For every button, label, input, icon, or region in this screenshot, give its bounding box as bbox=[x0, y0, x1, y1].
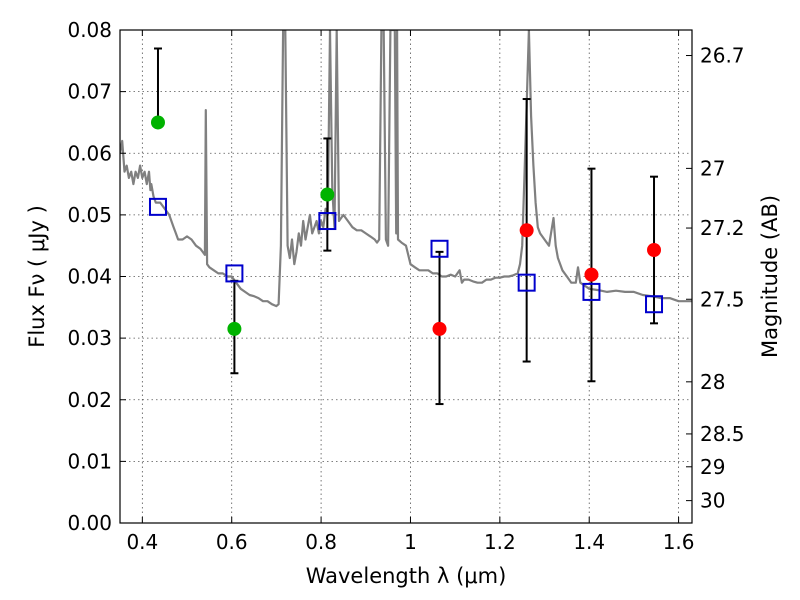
y-tick-label: 0.00 bbox=[67, 511, 112, 535]
y-tick-label: 0.08 bbox=[67, 18, 112, 42]
x-tick-label: 0.6 bbox=[216, 530, 248, 554]
x-tick-label: 1.4 bbox=[573, 530, 605, 554]
model-square bbox=[225, 264, 244, 283]
spectrum-line bbox=[120, 30, 692, 308]
red-point bbox=[647, 243, 662, 258]
green-point bbox=[150, 115, 165, 130]
y2-tick-label: 28.5 bbox=[700, 422, 745, 446]
x-tick-label: 0.4 bbox=[126, 530, 158, 554]
model-spectrum bbox=[120, 30, 692, 308]
model-square bbox=[645, 295, 664, 314]
y2-tick-label: 27 bbox=[700, 156, 725, 180]
x-tick-label: 1.6 bbox=[663, 530, 695, 554]
model-square bbox=[517, 273, 536, 292]
y-axis-label: Flux Fν ( μJy ) bbox=[25, 205, 49, 348]
y2-tick-label: 27.5 bbox=[700, 287, 745, 311]
y2-tick-label: 27.2 bbox=[700, 216, 745, 240]
y-tick-label: 0.03 bbox=[67, 326, 112, 350]
x-tick-label: 1.2 bbox=[484, 530, 516, 554]
x-tick-label: 0.8 bbox=[305, 530, 337, 554]
model-square bbox=[148, 197, 167, 216]
model-square bbox=[430, 239, 449, 258]
x-axis-label: Wavelength λ (μm) bbox=[306, 564, 507, 588]
green-point bbox=[227, 321, 242, 336]
y-tick-label: 0.06 bbox=[67, 141, 112, 165]
data-points bbox=[150, 115, 662, 336]
model-square bbox=[318, 212, 337, 231]
grid-lines bbox=[120, 29, 692, 524]
model-photometry-squares bbox=[148, 197, 664, 314]
model-square bbox=[582, 282, 601, 301]
y2-tick-label: 30 bbox=[700, 489, 725, 513]
y2-tick-label: 28 bbox=[700, 370, 725, 394]
axis-ticks: 0.4 0.6 0.8 1 1.2 1.4 1.6 0.00 0.01 0.02 0.03 0.04 0… bbox=[67, 18, 744, 554]
red-point bbox=[432, 321, 447, 336]
y-tick-label: 0.05 bbox=[67, 203, 112, 227]
y-tick-label: 0.02 bbox=[67, 388, 112, 412]
x-tick-label: 1 bbox=[404, 530, 417, 554]
y-tick-label: 0.07 bbox=[67, 80, 112, 104]
y2-tick-label: 29 bbox=[700, 455, 725, 479]
y-tick-label: 0.04 bbox=[67, 265, 112, 289]
red-point bbox=[519, 223, 534, 238]
y2-axis-label: Magnitude (AB) bbox=[758, 195, 782, 358]
error-bars bbox=[153, 47, 659, 406]
y2-tick-label: 26.7 bbox=[700, 44, 745, 68]
y-tick-label: 0.01 bbox=[67, 449, 112, 473]
green-point bbox=[320, 187, 335, 202]
red-point bbox=[584, 267, 599, 282]
